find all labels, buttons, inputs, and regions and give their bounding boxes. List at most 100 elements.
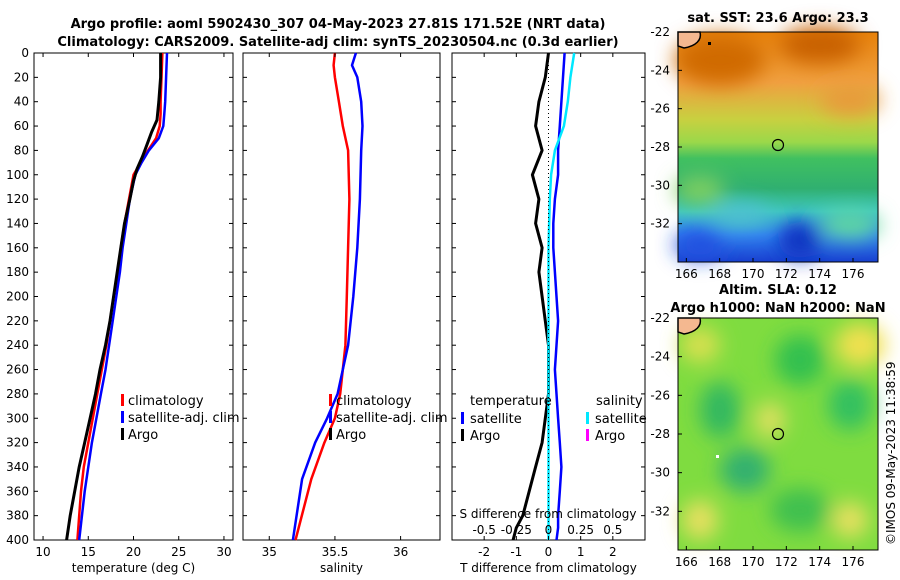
y-tick-label: 20 [14,70,29,84]
series-temperature-argo [511,52,550,541]
y-tick-label: 320 [6,436,29,450]
map-y-tick-label: -32 [650,217,670,231]
map-x-tick-label: 172 [775,267,798,281]
x-tick-label: 0 [545,545,553,559]
panel-frame-1 [33,52,234,541]
y-tick-label: 180 [6,265,29,279]
y-tick-label: 260 [6,363,29,377]
x-tick-label: -2 [478,545,490,559]
s-tick-label: -0.25 [501,523,532,537]
map-y-tick-label: -28 [650,427,670,441]
x-tick-label: 10 [35,545,50,559]
x-tick-label: 35 [262,545,277,559]
x-tick-label: 35.5 [322,545,349,559]
legend-label: Argo [595,429,625,444]
legend-swatch [329,411,332,423]
map-y-tick-label: -26 [650,388,670,402]
legend-swatch [586,429,589,441]
s-tick-label: -0.5 [472,523,495,537]
map-x-tick-label: 176 [842,267,865,281]
panel-frame-2 [242,52,441,541]
legend-title-temperature: temperature [470,394,552,409]
y-tick-label: 40 [14,95,29,109]
argo-location-marker [771,138,785,152]
s-tick-label: 0.25 [567,523,594,537]
y-tick-label: 300 [6,411,29,425]
x-tick-label: -1 [510,545,522,559]
series-satellite-adj-clim [77,52,169,541]
legend-label: satellite [595,412,647,427]
map-x-tick-label: 166 [675,555,698,569]
series-argo [65,53,163,541]
x-tick-label: 36 [393,545,408,559]
map-y-tick-label: -26 [650,102,670,116]
map-y-tick-label: -22 [650,311,670,325]
y-tick-label: 240 [6,338,29,352]
title-line-2: Climatology: CARS2009. Satellite-adj cli… [57,35,618,50]
y-tick-label: 340 [6,460,29,474]
y-tick-label: 120 [6,192,29,206]
legend-swatch [121,394,124,406]
map2-title-1: Altim. SLA: 0.12 [719,283,837,298]
s-axis-label: S difference from climatology [460,507,637,521]
y-tick-label: 140 [6,216,29,230]
legend-label: Argo [128,428,158,443]
legend-swatch [329,428,332,440]
watermark: ©IMOS 09-May-2023 11:38:59 [884,361,898,545]
legend-swatch [121,428,124,440]
legend-label: satellite [470,412,522,427]
x-tick-label: 25 [171,545,186,559]
map1-title: sat. SST: 23.6 Argo: 23.3 [687,11,868,26]
map-y-tick-label: -30 [650,178,670,192]
x-tick-label: 15 [81,545,96,559]
x-axis-label: T difference from climatology [459,561,637,575]
legend-label: satellite-adj. clim [336,411,448,426]
sla-map [677,317,885,551]
s-tick-label: 0 [545,523,553,537]
map-y-tick-label: -28 [650,140,670,154]
map-x-tick-label: 172 [775,555,798,569]
y-tick-label: 100 [6,168,29,182]
x-axis-label: salinity [320,561,363,575]
map-x-tick-label: 168 [708,555,731,569]
legend-swatch [461,429,464,441]
y-tick-label: 400 [6,533,29,547]
legend-label: Argo [470,429,500,444]
series-salinity-satellite [547,52,576,540]
x-tick-label: 20 [126,545,141,559]
map-x-tick-label: 166 [675,267,698,281]
map-y-tick-label: -24 [650,350,670,364]
map2-title-2: Argo h1000: NaN h2000: NaN [670,301,885,316]
s-tick-label: 0.5 [603,523,622,537]
y-tick-label: 380 [6,509,29,523]
map-y-tick-label: -32 [650,504,670,518]
map-y-tick-label: -30 [650,466,670,480]
map-x-tick-label: 174 [808,267,831,281]
y-tick-label: 220 [6,314,29,328]
legend-label: Argo [336,428,366,443]
map-x-tick-label: 176 [842,555,865,569]
legend-swatch [461,412,464,424]
sst-map [675,27,880,263]
x-axis-label: temperature (deg C) [72,561,195,575]
series-satellite-adj-clim [291,52,364,541]
legend-title-salinity: salinity [596,394,643,409]
x-tick-label: 30 [216,545,231,559]
legend-label: satellite-adj. clim [128,411,240,426]
title-line-1: Argo profile: aoml 5902430_307 04-May-20… [71,17,606,32]
legend-swatch [121,411,124,423]
y-tick-label: 60 [14,119,29,133]
map-x-tick-label: 168 [708,267,731,281]
map-y-tick-label: -24 [650,63,670,77]
y-tick-label: 280 [6,387,29,401]
y-tick-label: 80 [14,143,29,157]
x-tick-label: 1 [577,545,585,559]
legend-swatch [586,412,589,424]
y-tick-label: 160 [6,241,29,255]
legend-swatch [329,394,332,406]
y-tick-label: 0 [21,46,29,60]
legend-label: climatology [128,394,204,409]
map-x-tick-label: 170 [742,267,765,281]
legend-label: climatology [336,394,412,409]
